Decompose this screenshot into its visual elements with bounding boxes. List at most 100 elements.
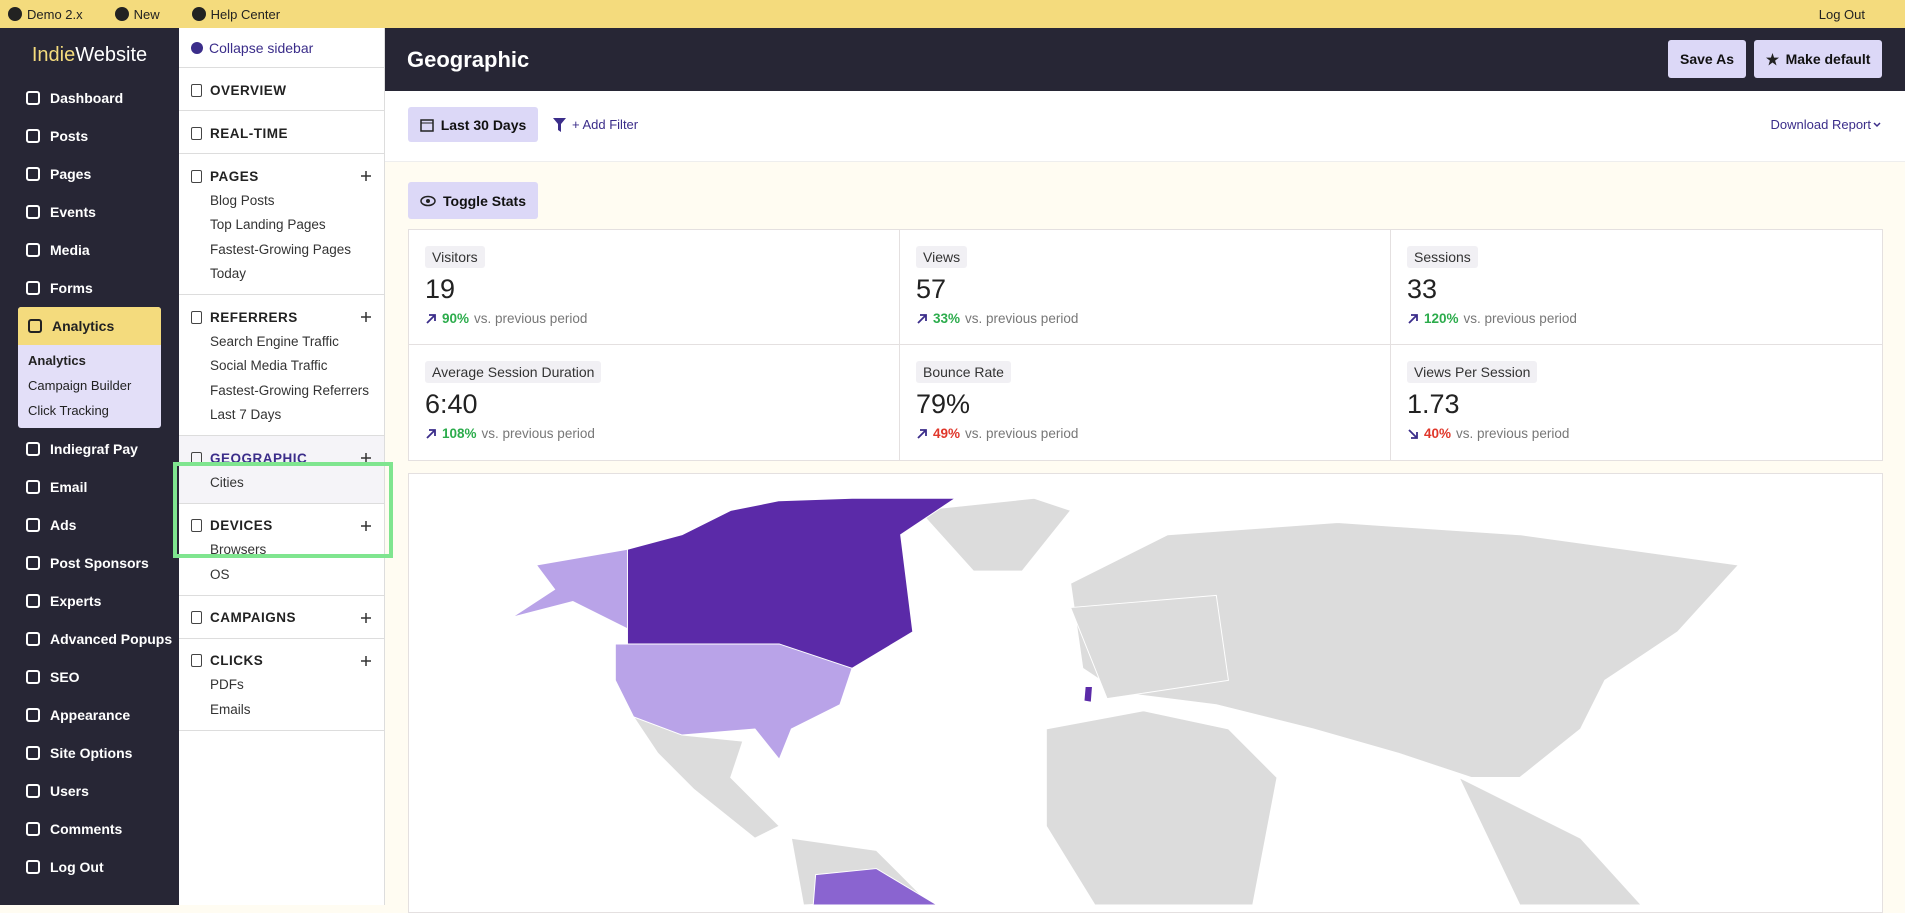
nav-item[interactable]: SEO [0,658,179,696]
nav-label: Users [50,783,89,799]
date-range-button[interactable]: Last 30 Days [408,107,538,142]
button-text: Last 30 Days [440,116,527,133]
section-header[interactable]: OVERVIEW [179,78,384,102]
plus-icon[interactable] [360,170,372,182]
home-link[interactable]: Demo 2.x [8,7,99,22]
section-title: REFERRERS [210,309,298,325]
nav-item[interactable]: Indiegraf Pay [0,430,179,468]
nav-item[interactable]: Posts [0,117,179,155]
nav-item[interactable]: Users [0,772,179,810]
nav-label: SEO [50,669,80,685]
nav-item[interactable]: Ads [0,506,179,544]
logout-link[interactable]: Log Out [1819,7,1881,22]
plus-icon[interactable] [360,612,372,624]
change-percent: 49% [933,426,961,441]
section-item[interactable]: Search Engine Traffic [210,333,339,349]
nav-icon [26,746,40,760]
trend-arrow [1408,428,1418,439]
download-report[interactable]: Download Report [1771,107,1883,142]
nav-item[interactable]: Analytics [18,307,161,345]
nav-item[interactable]: Email [0,468,179,506]
add-filter[interactable]: + Add Filter [553,107,638,142]
plus-icon[interactable] [360,520,372,532]
nav-item[interactable]: Pages [0,155,179,193]
section-item[interactable]: Browsers [210,542,267,558]
stat-cell: Sessions 33 120% vs. previous period [1391,230,1882,345]
nav-label: Ads [50,517,77,533]
submenu-item[interactable]: Analytics [28,353,86,368]
section-item[interactable]: Last 7 Days [210,407,282,423]
nav-item[interactable]: Events [0,193,179,231]
nav-item[interactable]: Post Sponsors [0,544,179,582]
section-item[interactable]: Emails [210,701,251,717]
nav-item[interactable]: Forms [0,269,179,307]
section-item[interactable]: Fastest-Growing Pages [210,241,352,257]
stat-cell: Views 57 33% vs. previous period [900,230,1391,345]
nav-item[interactable]: Media [0,231,179,269]
nav-item[interactable]: Advanced Popups [0,620,179,658]
make-default-button[interactable]: Make default [1754,40,1882,78]
section-header[interactable]: REAL-TIME [179,121,384,145]
nav-item[interactable]: Site Options [0,734,179,772]
section-header[interactable]: GEOGRAPHIC [179,446,384,470]
section-item[interactable]: Social Media Traffic [210,358,328,374]
nav-list: Dashboard Posts Pages Events Media Forms [0,79,179,307]
toggle-stats-button[interactable]: Toggle Stats [408,182,538,219]
section-icon [191,611,202,624]
stat-value: 57 [916,274,947,304]
change-note: vs. previous period [474,311,588,326]
new-link[interactable]: New [114,7,176,22]
nav-icon [26,670,40,684]
nav-item[interactable]: Log Out [0,848,179,886]
region [614,643,853,761]
nav-label: Appearance [50,707,131,723]
change-note: vs. previous period [965,426,1079,441]
section-item[interactable]: Fastest-Growing Referrers [210,382,370,398]
sidebar-section: GEOGRAPHIC Cities [179,436,384,504]
nav-item[interactable]: Appearance [0,696,179,734]
plus-icon[interactable] [360,452,372,464]
help-text: Help Center [210,6,281,22]
submenu-item[interactable]: Click Tracking [28,403,109,418]
region [626,497,957,669]
nav-item[interactable]: Comments [0,810,179,848]
top-bar: Demo 2.x New Help Center Log Out [0,0,1905,28]
help-link[interactable]: Help Center [191,6,296,22]
home-text: Demo 2.x [27,6,83,22]
collapse-sidebar[interactable]: Collapse sidebar [179,28,384,68]
section-header[interactable]: CAMPAIGNS [179,606,384,630]
filter-bar: Last 30 Days + Add Filter Download Repor… [385,91,1905,162]
save-as-button[interactable]: Save As [1668,40,1746,78]
stat-change: 90% vs. previous period [425,311,883,326]
section-item[interactable]: OS [210,566,230,582]
section-item[interactable]: Blog Posts [210,192,275,208]
button-text: Make default [1785,51,1871,67]
page-title: Geographic [407,46,530,72]
stat-label: Views [916,246,968,268]
plus-icon[interactable] [360,311,372,323]
nav-item[interactable]: Experts [0,582,179,620]
stats-grid: Visitors 19 90% vs. previous period Views 57 3… [408,229,1883,461]
section-item[interactable]: Top Landing Pages [210,217,326,233]
section-icon [191,126,202,140]
section-header[interactable]: PAGES [179,164,384,188]
brand-second: Website [75,43,148,66]
button-text: Toggle Stats [443,192,526,209]
region [1083,685,1093,703]
submenu-item[interactable]: Campaign Builder [28,378,132,393]
region [1070,522,1740,779]
section-header[interactable]: DEVICES [179,514,384,538]
stat-label: Bounce Rate [916,361,1011,383]
nav-icon [26,860,40,874]
section-header[interactable]: CLICKS [179,649,384,673]
sidebar-section: CLICKS PDFs Emails [179,639,384,731]
section-item[interactable]: Today [210,266,247,282]
section-item[interactable]: Cities [210,474,244,490]
plus-icon[interactable] [360,655,372,667]
nav-item[interactable]: Dashboard [0,79,179,117]
trend-arrow [1408,313,1418,324]
nav-icon [26,594,40,608]
section-item[interactable]: PDFs [210,677,244,693]
section-header[interactable]: REFERRERS [179,305,384,329]
calendar-icon [419,118,434,132]
